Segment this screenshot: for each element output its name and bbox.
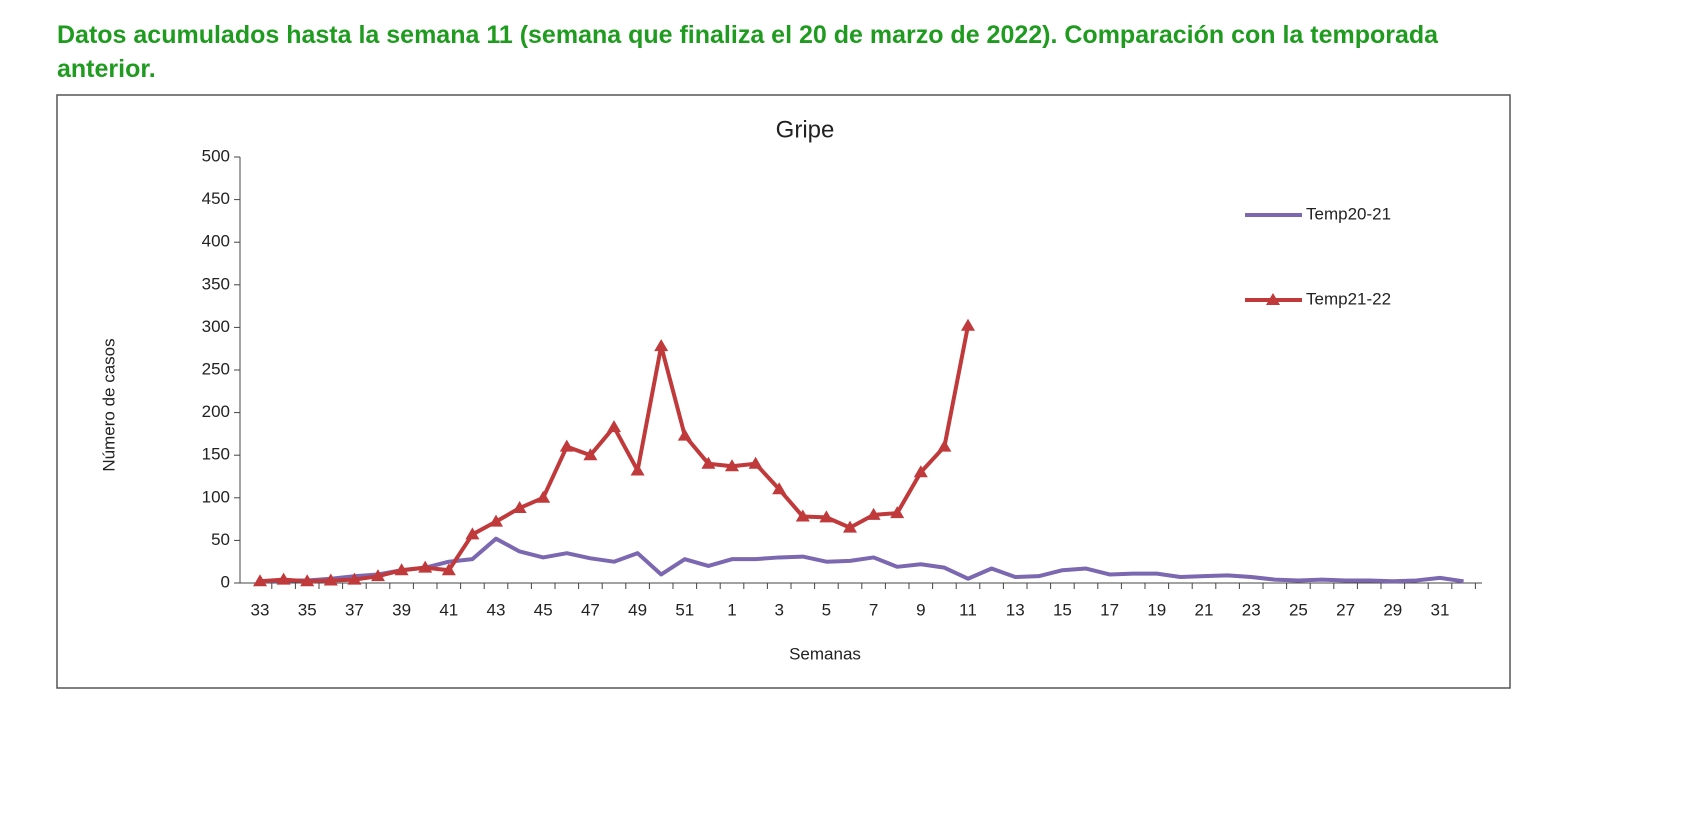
marker [418, 560, 433, 573]
x-tick-label: 49 [628, 600, 647, 619]
marker [559, 439, 574, 452]
marker [725, 459, 739, 472]
marker [630, 463, 645, 476]
marker [701, 456, 716, 469]
y-tick-label: 450 [202, 189, 230, 208]
y-tick-label: 100 [202, 487, 230, 506]
x-tick-label: 51 [675, 600, 694, 619]
x-tick-label: 11 [959, 600, 977, 619]
marker [253, 574, 267, 587]
y-tick-label: 200 [202, 402, 230, 421]
x-tick-label: 19 [1147, 600, 1166, 619]
legend-label: Temp20-21 [1306, 204, 1391, 223]
x-tick-label: 47 [581, 600, 600, 619]
marker [819, 510, 834, 523]
y-tick-label: 250 [202, 359, 230, 378]
y-tick-label: 50 [211, 530, 230, 549]
marker [654, 339, 669, 352]
x-tick-label: 45 [534, 600, 553, 619]
series-line [259, 536, 1464, 584]
x-tick-label: 23 [1242, 600, 1261, 619]
y-tick-label: 400 [202, 232, 230, 251]
marker [465, 527, 480, 540]
x-tick-label: 21 [1195, 600, 1214, 619]
marker [300, 574, 315, 587]
y-axis-label: Número de casos [99, 338, 118, 471]
marker [937, 439, 952, 452]
marker [323, 573, 338, 586]
x-tick-label: 17 [1100, 600, 1119, 619]
x-tick-label: 9 [916, 600, 925, 619]
marker [677, 428, 692, 441]
legend-label: Temp21-22 [1306, 289, 1391, 308]
x-tick-label: 13 [1006, 600, 1025, 619]
marker [536, 490, 551, 503]
chart-title: Gripe [776, 116, 835, 143]
x-tick-label: 25 [1289, 600, 1308, 619]
marker [795, 509, 810, 522]
marker [276, 572, 291, 585]
x-axis-label: Semanas [789, 644, 861, 663]
marker [961, 318, 975, 331]
marker [772, 482, 787, 495]
x-tick-label: 3 [774, 600, 783, 619]
x-tick-label: 29 [1383, 600, 1402, 619]
heading: Datos acumulados hasta la semana 11 (sem… [57, 21, 1439, 83]
x-tick-label: 41 [439, 600, 458, 619]
marker [371, 569, 385, 582]
x-tick-label: 39 [392, 600, 411, 619]
y-tick-label: 0 [221, 572, 230, 591]
marker [394, 563, 409, 576]
legend-marker [1266, 293, 1280, 305]
y-tick-label: 350 [202, 274, 230, 293]
chart-frame [56, 94, 1511, 689]
marker [512, 501, 527, 514]
marker [748, 456, 763, 469]
x-tick-label: 1 [727, 600, 736, 619]
marker [913, 465, 928, 478]
x-tick-label: 43 [487, 600, 506, 619]
x-tick-label: 37 [345, 600, 364, 619]
x-tick-label: 33 [251, 600, 270, 619]
x-tick-label: 7 [869, 600, 878, 619]
marker [489, 514, 503, 527]
marker [890, 506, 905, 519]
x-tick-label: 5 [822, 600, 831, 619]
x-tick-label: 31 [1431, 600, 1450, 619]
y-tick-label: 500 [202, 146, 230, 165]
marker [347, 572, 362, 585]
marker [583, 448, 598, 461]
y-tick-label: 300 [202, 317, 230, 336]
marker [441, 563, 456, 576]
x-tick-label: 15 [1053, 600, 1072, 619]
marker [843, 520, 857, 533]
y-tick-label: 150 [202, 445, 230, 464]
marker [607, 420, 621, 433]
x-tick-label: 27 [1336, 600, 1355, 619]
marker [866, 507, 881, 520]
x-tick-label: 35 [298, 600, 317, 619]
